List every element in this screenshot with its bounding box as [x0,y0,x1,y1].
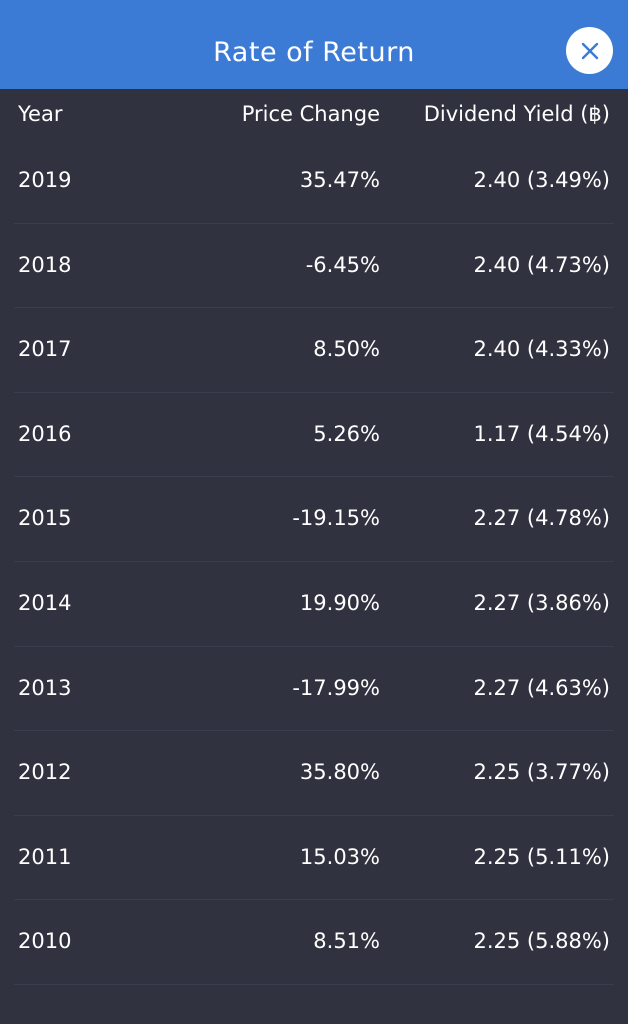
table-row: 2014 19.90% 2.27 (3.86%) [14,562,614,647]
table-row: 2016 5.26% 1.17 (4.54%) [14,393,614,478]
rate-of-return-table: 2019 35.47% 2.40 (3.49%) 2018 -6.45% 2.4… [0,139,628,985]
year-cell: 2017 [18,337,72,362]
dividend-yield-cell: 2.40 (4.33%) [473,337,610,362]
price-change-cell: 35.47% [299,168,380,192]
year-cell: 2015 [18,506,72,531]
dividend-yield-cell: 2.27 (4.78%) [473,506,610,531]
year-cell: 2011 [18,844,72,869]
header-bar: Rate of Return [0,0,628,89]
table-row: 2019 35.47% 2.40 (3.49%) [14,139,614,224]
price-change-cell: 19.90% [299,590,380,615]
table-row: 2018 -6.45% 2.40 (4.73%) [14,224,614,309]
price-change-cell: -17.99% [292,675,380,700]
year-cell: 2012 [18,760,72,785]
dividend-yield-cell: 2.27 (3.86%) [473,590,610,615]
year-cell: 2010 [18,929,72,954]
dividend-yield-cell: 2.25 (3.77%) [473,760,610,785]
table-row: 2013 -17.99% 2.27 (4.63%) [14,647,614,732]
year-cell: 2013 [18,675,72,700]
table-row: 2017 8.50% 2.40 (4.33%) [14,308,614,393]
dividend-yield-cell: 2.25 (5.88%) [473,929,610,954]
price-change-cell: 15.03% [299,844,380,869]
page-title: Rate of Return [213,37,415,68]
table-row: 2012 35.80% 2.25 (3.77%) [14,731,614,816]
dividend-yield-cell: 2.40 (4.73%) [473,252,610,277]
dividend-yield-cell: 2.27 (4.63%) [473,675,610,700]
column-header-price-change: Price Change [241,102,380,126]
year-cell: 2016 [18,421,72,446]
year-cell: 2014 [18,590,72,615]
price-change-cell: -6.45% [305,252,380,277]
table-row: 2010 8.51% 2.25 (5.88%) [14,900,614,985]
year-cell: 2018 [18,252,72,277]
close-icon [581,42,598,59]
price-change-cell: 8.50% [313,337,380,362]
table-row: 2011 15.03% 2.25 (5.11%) [14,816,614,901]
column-header-year: Year [18,102,63,126]
column-header-dividend-yield: Dividend Yield (฿) [423,102,610,126]
dividend-yield-cell: 2.40 (3.49%) [473,168,610,192]
price-change-cell: -19.15% [292,506,380,531]
year-cell: 2019 [18,168,72,192]
table-header: Year Price Change Dividend Yield (฿) [0,89,628,139]
dividend-yield-cell: 1.17 (4.54%) [473,421,610,446]
table-row: 2015 -19.15% 2.27 (4.78%) [14,477,614,562]
price-change-cell: 35.80% [299,760,380,785]
price-change-cell: 5.26% [313,421,380,446]
price-change-cell: 8.51% [313,929,380,954]
dividend-yield-cell: 2.25 (5.11%) [473,844,610,869]
close-button[interactable] [566,27,613,74]
